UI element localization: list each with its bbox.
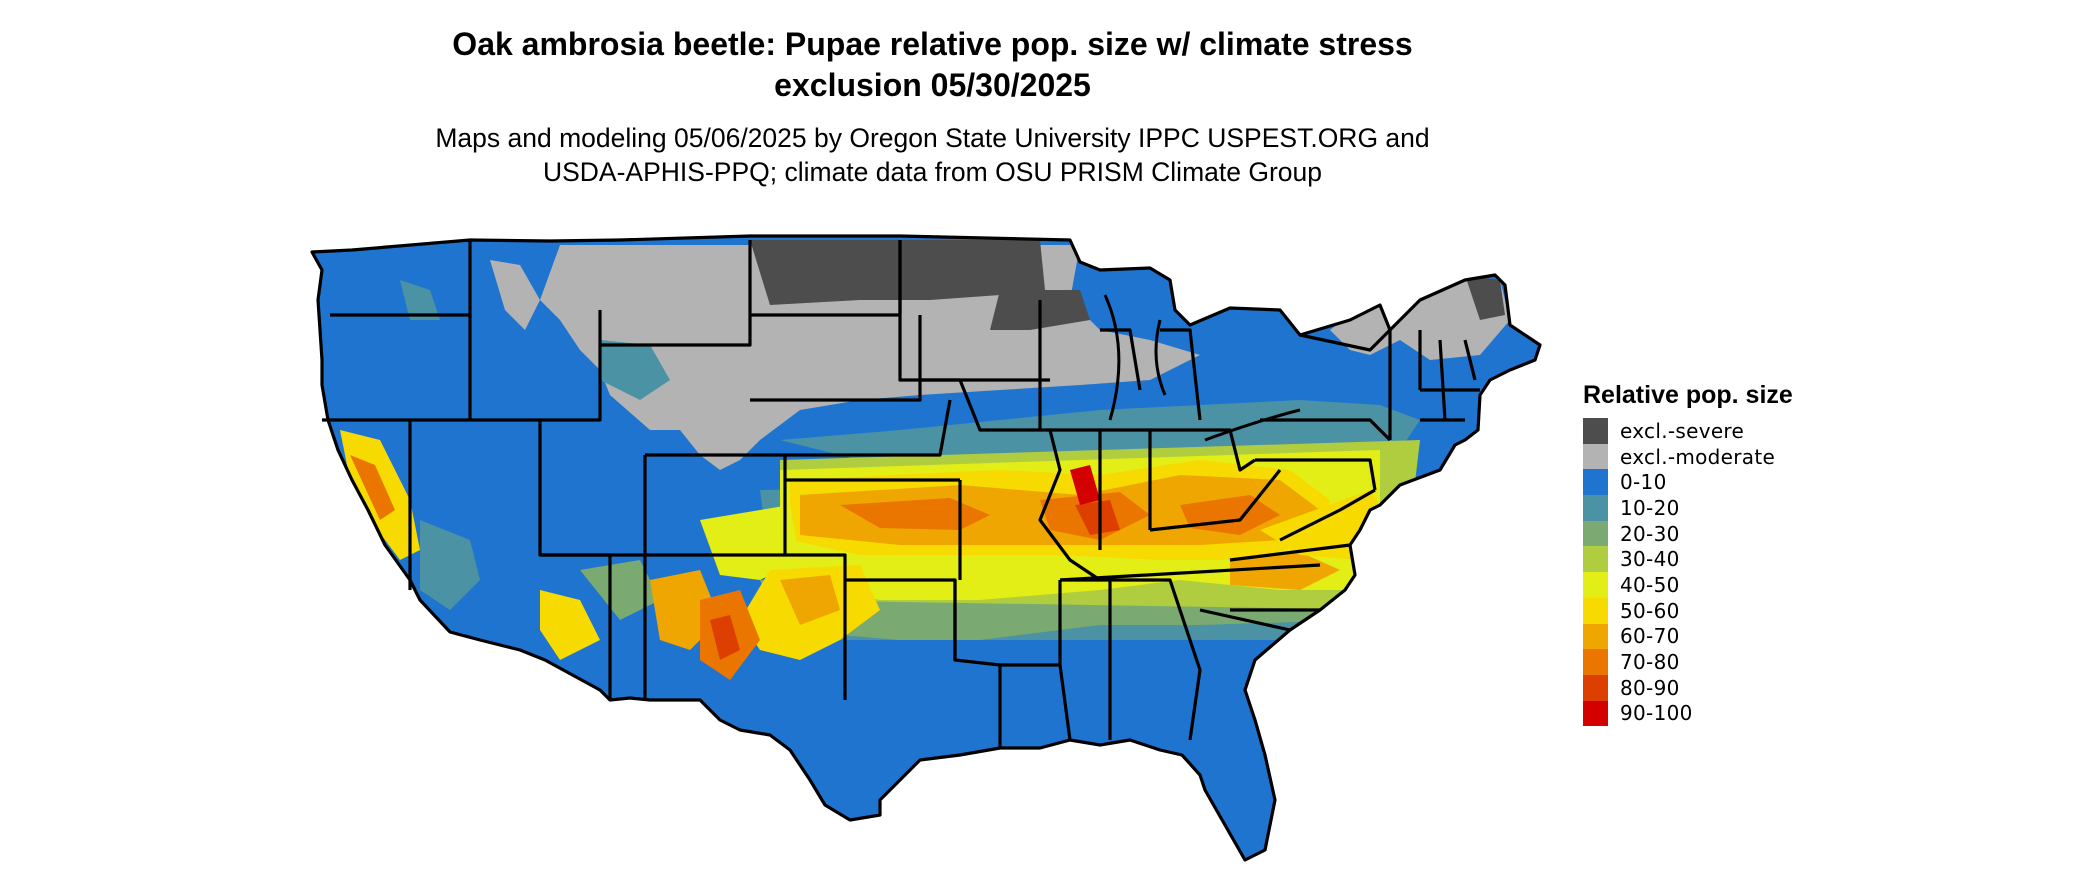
legend-swatch xyxy=(1583,700,1608,727)
legend-swatch xyxy=(1583,495,1608,521)
legend-label: 60-70 xyxy=(1620,624,1680,649)
legend-label: 70-80 xyxy=(1620,650,1680,675)
legend-item: 80-90 xyxy=(1583,674,1793,701)
legend-label: 90-100 xyxy=(1620,701,1693,726)
legend-item: 70-80 xyxy=(1583,649,1793,675)
legend-swatch xyxy=(1583,418,1608,444)
title-line-1: Oak ambrosia beetle: Pupae relative pop.… xyxy=(452,26,1413,62)
legend-swatch xyxy=(1583,572,1608,598)
legend-item: excl.-moderate xyxy=(1583,443,1793,470)
legend-item: 10-20 xyxy=(1583,495,1793,521)
legend-label: 40-50 xyxy=(1620,572,1680,597)
legend-item: excl.-severe xyxy=(1583,418,1793,444)
legend-label: 20-30 xyxy=(1620,521,1680,546)
legend-swatch xyxy=(1583,469,1608,496)
legend-swatch xyxy=(1583,623,1608,650)
legend-swatch xyxy=(1583,597,1608,624)
legend-title: Relative pop. size xyxy=(1583,381,1793,409)
legend-swatch xyxy=(1583,443,1608,470)
legend-item: 0-10 xyxy=(1583,469,1793,496)
legend-items: excl.-severe excl.-moderate 0-10 10-20 20-30… xyxy=(1583,418,1793,727)
subtitle-line-1: Maps and modeling 05/06/2025 by Oregon S… xyxy=(435,123,1430,153)
legend-label: 50-60 xyxy=(1620,598,1680,623)
lake-huron-shore xyxy=(1154,319,1167,396)
lake-erie-shore xyxy=(1204,408,1301,442)
legend-label: 30-40 xyxy=(1620,547,1680,572)
legend-label: 80-90 xyxy=(1620,675,1680,700)
legend-item: 60-70 xyxy=(1583,623,1793,650)
subtitle-line-2: USDA-APHIS-PPQ; climate data from OSU PR… xyxy=(542,157,1322,187)
legend-item: 90-100 xyxy=(1583,700,1793,727)
legend-swatch xyxy=(1583,520,1608,547)
legend-label: excl.-severe xyxy=(1620,418,1745,443)
legend-label: excl.-moderate xyxy=(1620,444,1776,469)
legend-label: 0-10 xyxy=(1620,470,1667,495)
map-title: Oak ambrosia beetle: Pupae relative pop.… xyxy=(0,24,1865,106)
title-line-2: exclusion 05/30/2025 xyxy=(774,67,1091,103)
legend-swatch xyxy=(1583,546,1608,573)
state-boundaries xyxy=(310,234,1542,862)
map-subtitle: Maps and modeling 05/06/2025 by Oregon S… xyxy=(0,121,1865,189)
legend-item: 20-30 xyxy=(1583,520,1793,547)
legend-item: 30-40 xyxy=(1583,546,1793,573)
legend-item: 40-50 xyxy=(1583,572,1793,598)
legend-swatch xyxy=(1583,674,1608,701)
legend-label: 10-20 xyxy=(1620,495,1680,520)
risk-zones xyxy=(312,236,1540,860)
map-legend: Relative pop. size excl.-severe excl.-mod… xyxy=(1583,380,1793,727)
legend-swatch xyxy=(1583,649,1608,675)
lake-michigan-shore xyxy=(1103,294,1121,421)
legend-item: 50-60 xyxy=(1583,597,1793,624)
